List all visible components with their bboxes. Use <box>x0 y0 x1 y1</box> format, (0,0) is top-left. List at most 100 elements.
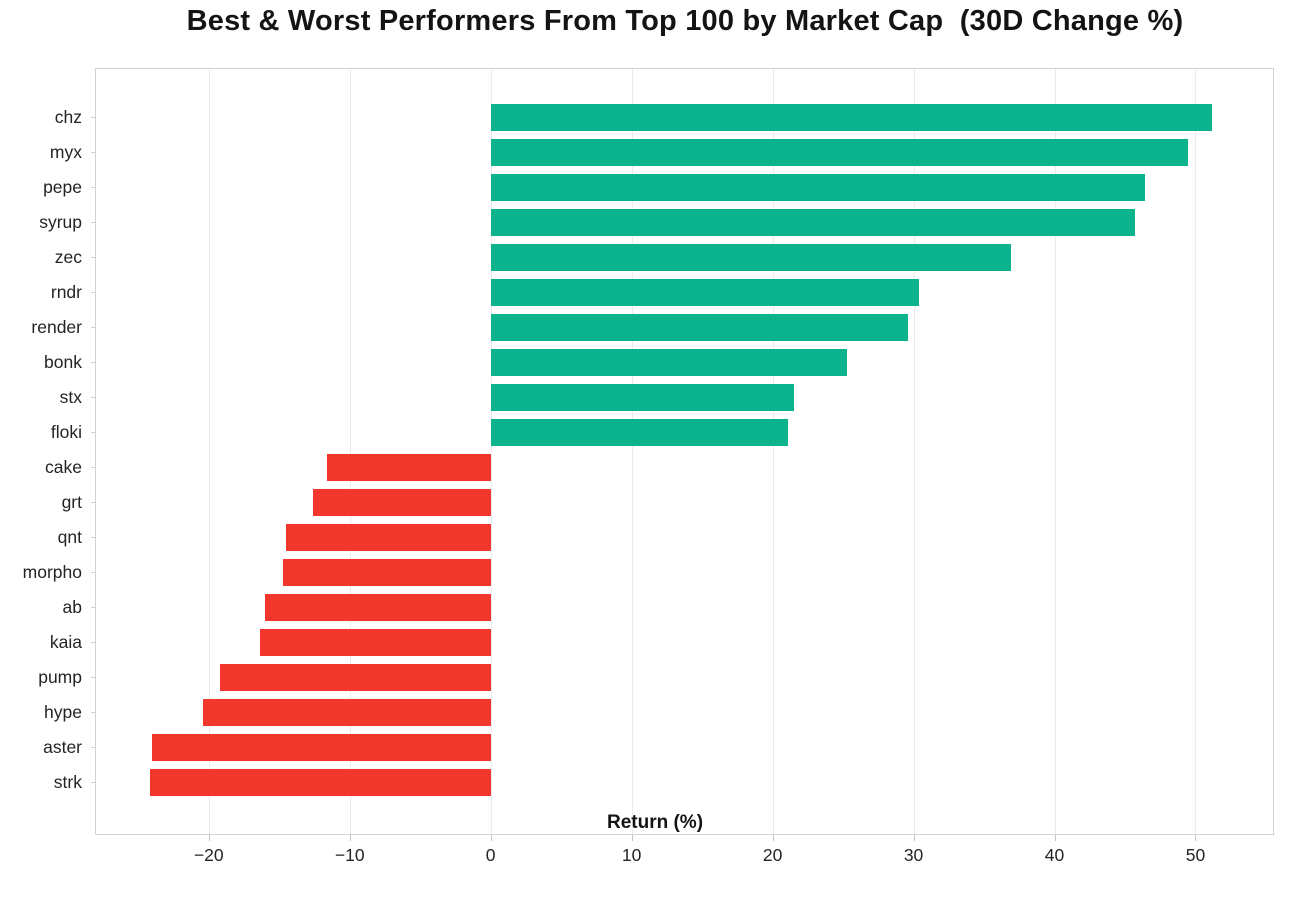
bar-row: aster <box>43 730 1273 765</box>
bar-rows: chz myx pepe syrup zec rndr render bonk stx floki… <box>23 100 1273 800</box>
y-tick-mark <box>91 432 96 433</box>
y-tick-mark <box>91 572 96 573</box>
gridline <box>490 69 492 834</box>
gridline <box>913 69 915 834</box>
y-tick-mark <box>91 642 96 643</box>
bar-negative <box>149 769 491 796</box>
bar-row: myx <box>50 135 1273 170</box>
x-tick-mark <box>631 835 633 841</box>
gridline <box>1054 69 1056 834</box>
category-label: morpho <box>22 562 82 582</box>
y-tick-mark <box>91 327 96 328</box>
gridline <box>349 69 351 834</box>
plot-area: chz myx pepe syrup zec rndr render bonk stx floki… <box>23 68 1274 865</box>
x-tick-mark <box>490 835 492 841</box>
bar-positive <box>490 349 848 376</box>
y-tick-mark <box>91 467 96 468</box>
x-tick-mark <box>1054 835 1056 841</box>
bar-positive <box>490 104 1213 131</box>
y-tick-mark <box>91 362 96 363</box>
bar-row: kaia <box>50 625 1273 660</box>
x-tick-mark <box>913 835 915 841</box>
x-tick-label: −20 <box>193 845 224 865</box>
y-tick-mark <box>91 222 96 223</box>
category-label: strk <box>53 772 82 792</box>
y-tick-mark <box>91 712 96 713</box>
category-label: myx <box>49 142 82 162</box>
gridline <box>772 69 774 834</box>
x-tick-mark <box>772 835 774 841</box>
x-axis-label: Return (%) <box>606 812 704 833</box>
bar-row: render <box>31 310 1273 345</box>
y-tick-mark <box>91 117 96 118</box>
x-tick-label: −10 <box>334 845 365 865</box>
category-label: qnt <box>57 527 82 547</box>
y-tick-mark <box>91 292 96 293</box>
category-label: chz <box>54 107 82 127</box>
bar-negative <box>283 559 491 586</box>
bar-row: strk <box>54 765 1273 800</box>
y-tick-mark <box>91 397 96 398</box>
y-tick-mark <box>91 782 96 783</box>
x-tick-mark <box>349 835 351 841</box>
category-label: ab <box>62 597 82 617</box>
x-tick-label: 20 <box>762 845 783 865</box>
category-label: pepe <box>43 177 82 197</box>
x-tick-label: 0 <box>485 845 496 865</box>
y-tick-mark <box>91 677 96 678</box>
y-tick-mark <box>91 257 96 258</box>
category-label: zec <box>54 247 82 267</box>
bar-row: bonk <box>44 345 1273 380</box>
y-tick-mark <box>91 152 96 153</box>
bar-negative <box>286 524 491 551</box>
x-tick-mark <box>1195 835 1197 841</box>
category-label: syrup <box>39 212 82 232</box>
bar-positive <box>490 314 908 341</box>
bar-positive <box>490 139 1189 166</box>
category-label: aster <box>43 737 82 757</box>
bar-row: grt <box>62 485 1273 520</box>
bar-positive <box>490 209 1135 236</box>
x-tick-label: 40 <box>1044 845 1065 865</box>
y-tick-mark <box>91 747 96 748</box>
bar-row: qnt <box>58 520 1273 555</box>
y-tick-mark <box>91 537 96 538</box>
bar-negative <box>203 699 491 726</box>
x-tick-mark <box>208 835 210 841</box>
bar-positive <box>490 279 920 306</box>
y-tick-mark <box>91 187 96 188</box>
category-label: pump <box>38 667 82 687</box>
x-tick-label: 50 <box>1185 845 1206 865</box>
gridline <box>631 69 633 834</box>
bar-row: syrup <box>39 205 1273 240</box>
category-label: hype <box>44 702 82 722</box>
bar-negative <box>327 454 491 481</box>
bar-negative <box>220 664 491 691</box>
gridline <box>208 69 210 834</box>
category-label: cake <box>45 457 82 477</box>
gridline <box>1195 69 1197 834</box>
category-label: grt <box>61 492 82 512</box>
bar-positive <box>490 174 1145 201</box>
bar-row: floki <box>51 415 1273 450</box>
bar-row: pump <box>38 660 1273 695</box>
category-label: rndr <box>50 282 82 302</box>
bar-row: zec <box>55 240 1273 275</box>
bar-negative <box>152 734 491 761</box>
bar-positive <box>490 384 794 411</box>
bar-row: stx <box>60 380 1273 415</box>
x-tick-label: 10 <box>621 845 642 865</box>
bar-row: cake <box>45 450 1273 485</box>
bar-positive <box>490 244 1011 271</box>
chart-title: Best & Worst Performers From Top 100 by … <box>186 5 1184 37</box>
bar-row: rndr <box>51 275 1273 310</box>
category-label: kaia <box>49 632 82 652</box>
bar-row: chz <box>55 100 1273 135</box>
bar-row: ab <box>63 590 1273 625</box>
bar-negative <box>313 489 491 516</box>
y-tick-mark <box>91 502 96 503</box>
category-label: render <box>31 317 82 337</box>
bar-negative <box>259 629 491 656</box>
bar-row: hype <box>44 695 1273 730</box>
